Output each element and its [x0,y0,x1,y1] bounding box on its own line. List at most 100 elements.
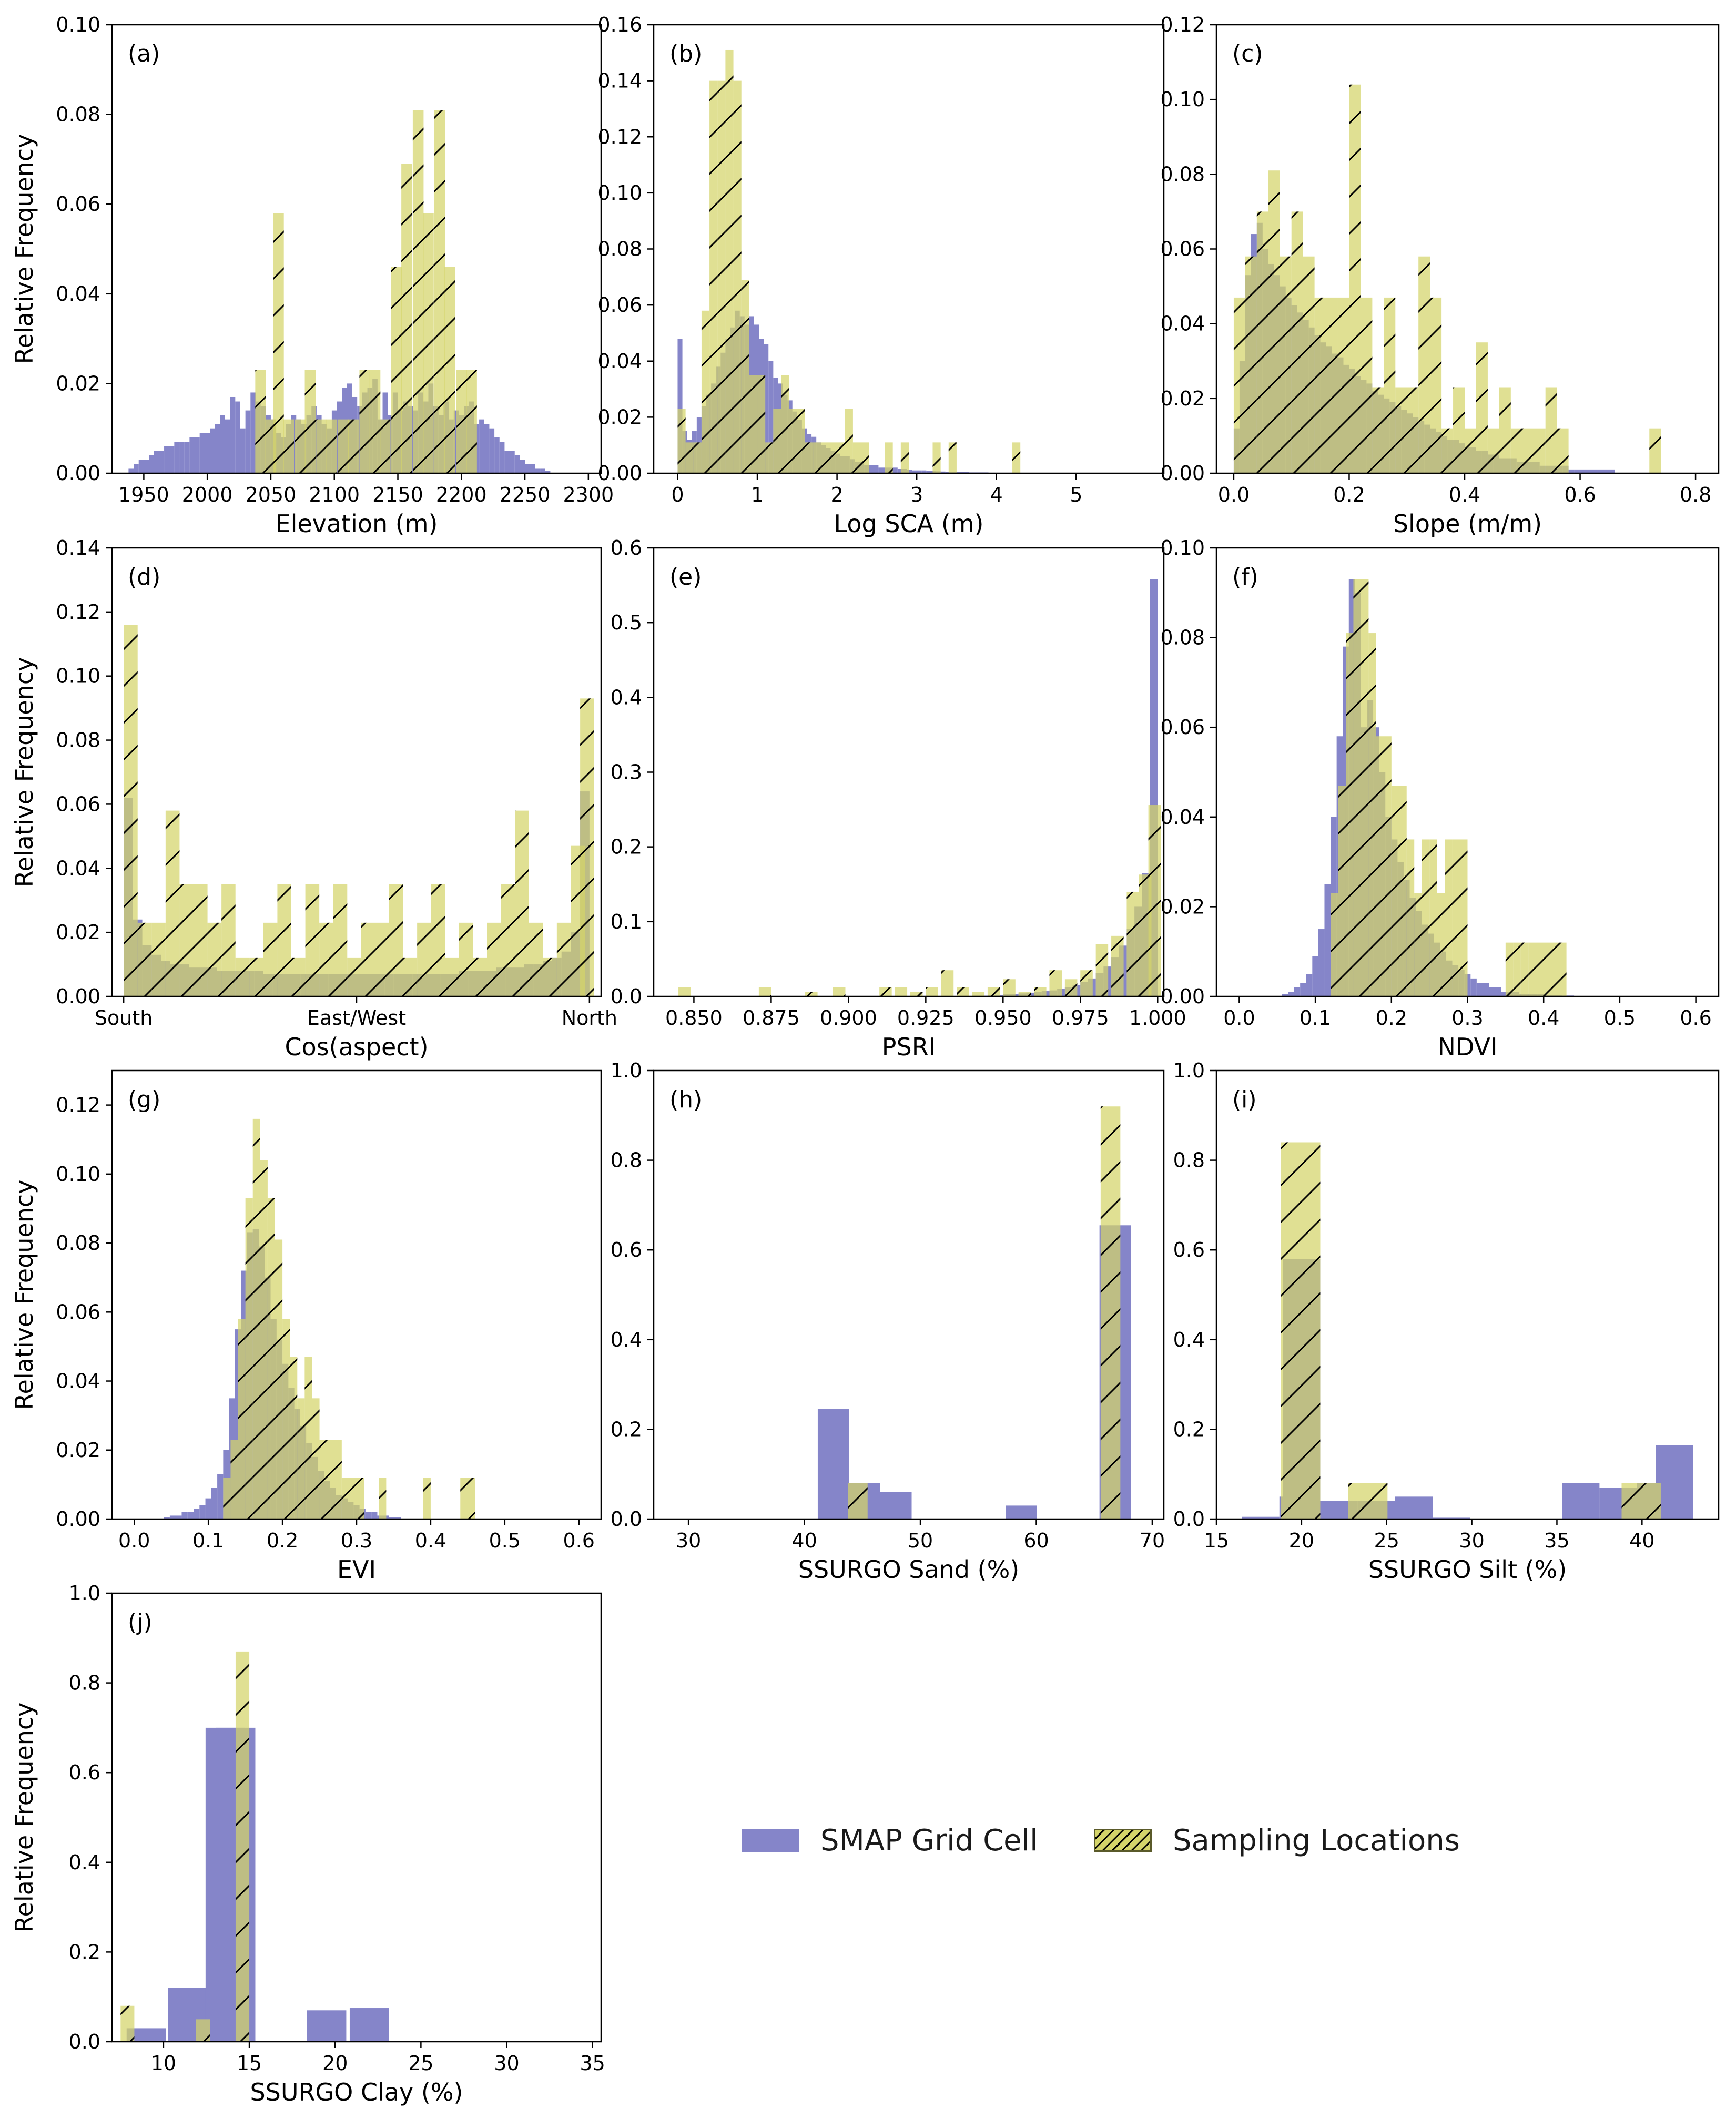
bar-hatch-e-0 [678,987,691,996]
bar-hatch-b-19 [829,442,837,473]
x-axis-label-b: Log SCA (m) [834,510,984,538]
bar-a-smap-10 [179,442,185,473]
x-tick-label-i-2: 25 [1374,1529,1399,1552]
bar-b-smap-46 [897,469,902,473]
bar-hatch-e-13 [1018,992,1031,996]
bar-g-smap-3 [181,1512,188,1519]
axes-frame-j [111,1592,602,2043]
x-tick-label-a-5: 2200 [436,483,487,506]
panel-label-b: (b) [669,40,702,67]
bar-hatch-c-26 [1534,428,1546,473]
bar-hatch-f-6 [1376,736,1384,996]
x-tick-label-h-2: 50 [908,1529,933,1552]
bar-hatch-g-22 [468,1478,475,1519]
bar-hatch-c-19 [1453,387,1465,473]
panel-b: 0 1 2 3 4 5 0.00 0.02 0.04 0.06 0.08 0.10 0.12 0.14 0.… [597,13,1165,538]
bar-hatch-g-7 [275,1239,283,1519]
bar-hatch-a-5 [304,370,316,473]
y-tick-label-j-4: 0.8 [69,1672,100,1695]
axes-frame-g [111,1069,602,1520]
bar-a-smap-7 [164,446,169,473]
bar-c-smap-59 [1574,469,1580,473]
panel-i: 15 20 25 30 35 40 0.0 0.2 0.4 0.6 0.8 1.0 (i) SSURGO … [1173,1059,1720,1584]
x-tick-label-e-2: 0.900 [820,1006,877,1030]
bar-hatch-d-23 [445,957,459,996]
y-tick-label-h-3: 0.6 [611,1238,642,1261]
panel-label-f: (f) [1232,564,1258,590]
panel-label-d: (d) [128,564,160,590]
panel-label-e: (e) [669,564,702,590]
x-tick-label-f-2: 0.2 [1376,1006,1407,1030]
bar-a-smap-3 [144,460,149,473]
bar-hatch-f-19 [1513,942,1521,996]
y-tick-label-e-2: 0.2 [611,836,642,859]
bar-hatch-h-1 [1100,1106,1121,1519]
bar-hatch-c-27 [1545,387,1557,473]
y-tick-label-f-2: 0.04 [1160,806,1205,829]
bars-j [120,1651,389,2042]
bar-hatch-c-29 [1649,428,1661,473]
y-tick-label-a-0: 0.00 [56,462,100,485]
bar-hatch-e-15 [1049,970,1062,996]
x-tick-label-g-5: 0.5 [489,1529,521,1552]
bar-hatch-d-6 [207,922,222,996]
bar-g-smap-38 [389,1517,395,1519]
bar-hatch-b-11 [765,442,774,473]
bar-a-smap-5 [154,451,159,473]
y-tick-label-f-3: 0.06 [1160,716,1205,739]
bar-h-smap-3 [1006,1505,1037,1519]
legend-label-sampling: Sampling Locations [1173,1823,1460,1858]
bar-hatch-d-24 [459,922,473,996]
bar-hatch-g-18 [357,1478,364,1519]
bar-a-smap-12 [189,437,195,473]
legend-swatch-smap [742,1829,799,1852]
bar-b-smap-49 [912,470,917,473]
bar-hatch-b-26 [932,442,941,473]
panel-h: 30 40 50 60 70 0.0 0.2 0.4 0.6 0.8 1.0 (h) SSURGO Sa… [611,1059,1165,1584]
bar-hatch-c-8 [1326,297,1338,473]
bar-hatch-g-20 [423,1478,431,1519]
bars-h [817,1106,1131,1519]
bar-hatch-g-14 [327,1440,334,1519]
x-tick-label-c-0: 0.0 [1218,483,1250,506]
bar-hatch-d-26 [487,922,501,996]
y-axis-label-j: Relative Frequency [10,1703,38,1933]
y-axis-label-g: Relative Frequency [10,1180,38,1410]
bar-a-smap-80 [535,468,541,473]
bar-hatch-i-0 [1281,1142,1321,1519]
bar-b-smap-55 [940,471,946,473]
axes-frame-e [653,547,1165,997]
bar-hatch-a-2 [273,213,284,473]
bar-hatch-f-25 [1559,942,1567,996]
y-tick-label-j-5: 1.0 [69,1582,100,1605]
bar-hatch-e-20 [1126,891,1139,996]
y-tick-label-g-3: 0.06 [56,1300,100,1323]
bar-hatch-a-16 [423,213,434,473]
bar-hatch-e-4 [879,987,892,996]
x-tick-label-b-2: 2 [831,483,844,506]
bar-hatch-c-15 [1407,387,1419,473]
bar-hatch-d-7 [221,884,236,996]
x-tick-label-e-5: 0.975 [1052,1006,1109,1030]
bars-b [677,49,1084,473]
y-tick-label-e-1: 0.1 [611,910,642,933]
x-tick-label-j-2: 20 [322,2052,348,2075]
bar-hatch-g-1 [230,1440,238,1519]
bar-g-smap-9 [217,1474,224,1519]
panel-e: 0.850 0.875 0.900 0.925 0.950 0.975 1.000 0.0 0.… [611,536,1186,1061]
bar-a-smap-70 [484,424,490,473]
bar-hatch-a-7 [326,419,338,473]
bar-hatch-c-10 [1349,84,1361,473]
bar-hatch-d-18 [375,922,389,996]
bar-hatch-b-25 [900,442,909,473]
bar-hatch-c-24 [1510,428,1522,473]
bar-f-smap-6 [1318,929,1325,996]
bar-hatch-d-11 [277,884,291,996]
x-tick-label-e-6: 1.000 [1129,1006,1186,1030]
bar-hatch-f-9 [1399,786,1407,996]
y-tick-label-g-4: 0.08 [56,1231,100,1255]
bar-g-smap-0 [164,1517,170,1519]
y-tick-label-i-5: 1.0 [1173,1059,1205,1082]
bar-hatch-c-12 [1372,387,1384,473]
